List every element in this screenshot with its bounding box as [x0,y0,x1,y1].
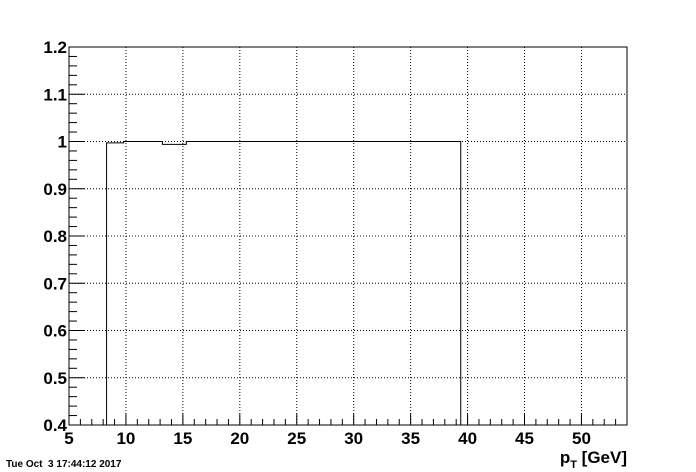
y-tick-label: 0.4 [43,416,67,435]
x-axis-title-main: p [560,448,570,467]
y-tick-label: 0.7 [43,274,67,293]
timestamp-label: Tue Oct 3 17:44:12 2017 [6,459,122,470]
y-tick-label: 0.5 [43,369,67,388]
histogram-series [106,141,462,425]
x-axis-title-sub: T [570,459,577,471]
y-tick-label: 1.1 [43,85,67,104]
y-tick-label: 1 [58,133,67,152]
x-tick-label: 20 [230,429,249,448]
y-tick-label: 1.2 [43,38,67,57]
x-tick-label: 40 [458,429,477,448]
y-tick-label: 0.9 [43,180,67,199]
x-tick-label: 15 [173,429,192,448]
x-axis-title-unit: [GeV] [577,448,627,467]
x-tick-label: 35 [401,429,420,448]
x-tick-label: 45 [515,429,534,448]
x-tick-label: 25 [287,429,306,448]
y-tick-label: 0.6 [43,322,67,341]
axis-ticks [68,46,628,426]
x-tick-label: 5 [64,429,73,448]
x-axis-title: pT [GeV] [560,448,627,471]
x-tick-label: 30 [344,429,363,448]
axis-tick-labels: 5 10 15 20 25 30 35 40 45 50 0.4 0.5 0.6 0.7 0.8 0.9 1 1.… [43,38,591,448]
histogram-line [106,141,462,425]
x-tick-label: 10 [116,429,135,448]
y-tick-label: 0.8 [43,227,67,246]
x-tick-label: 50 [572,429,591,448]
